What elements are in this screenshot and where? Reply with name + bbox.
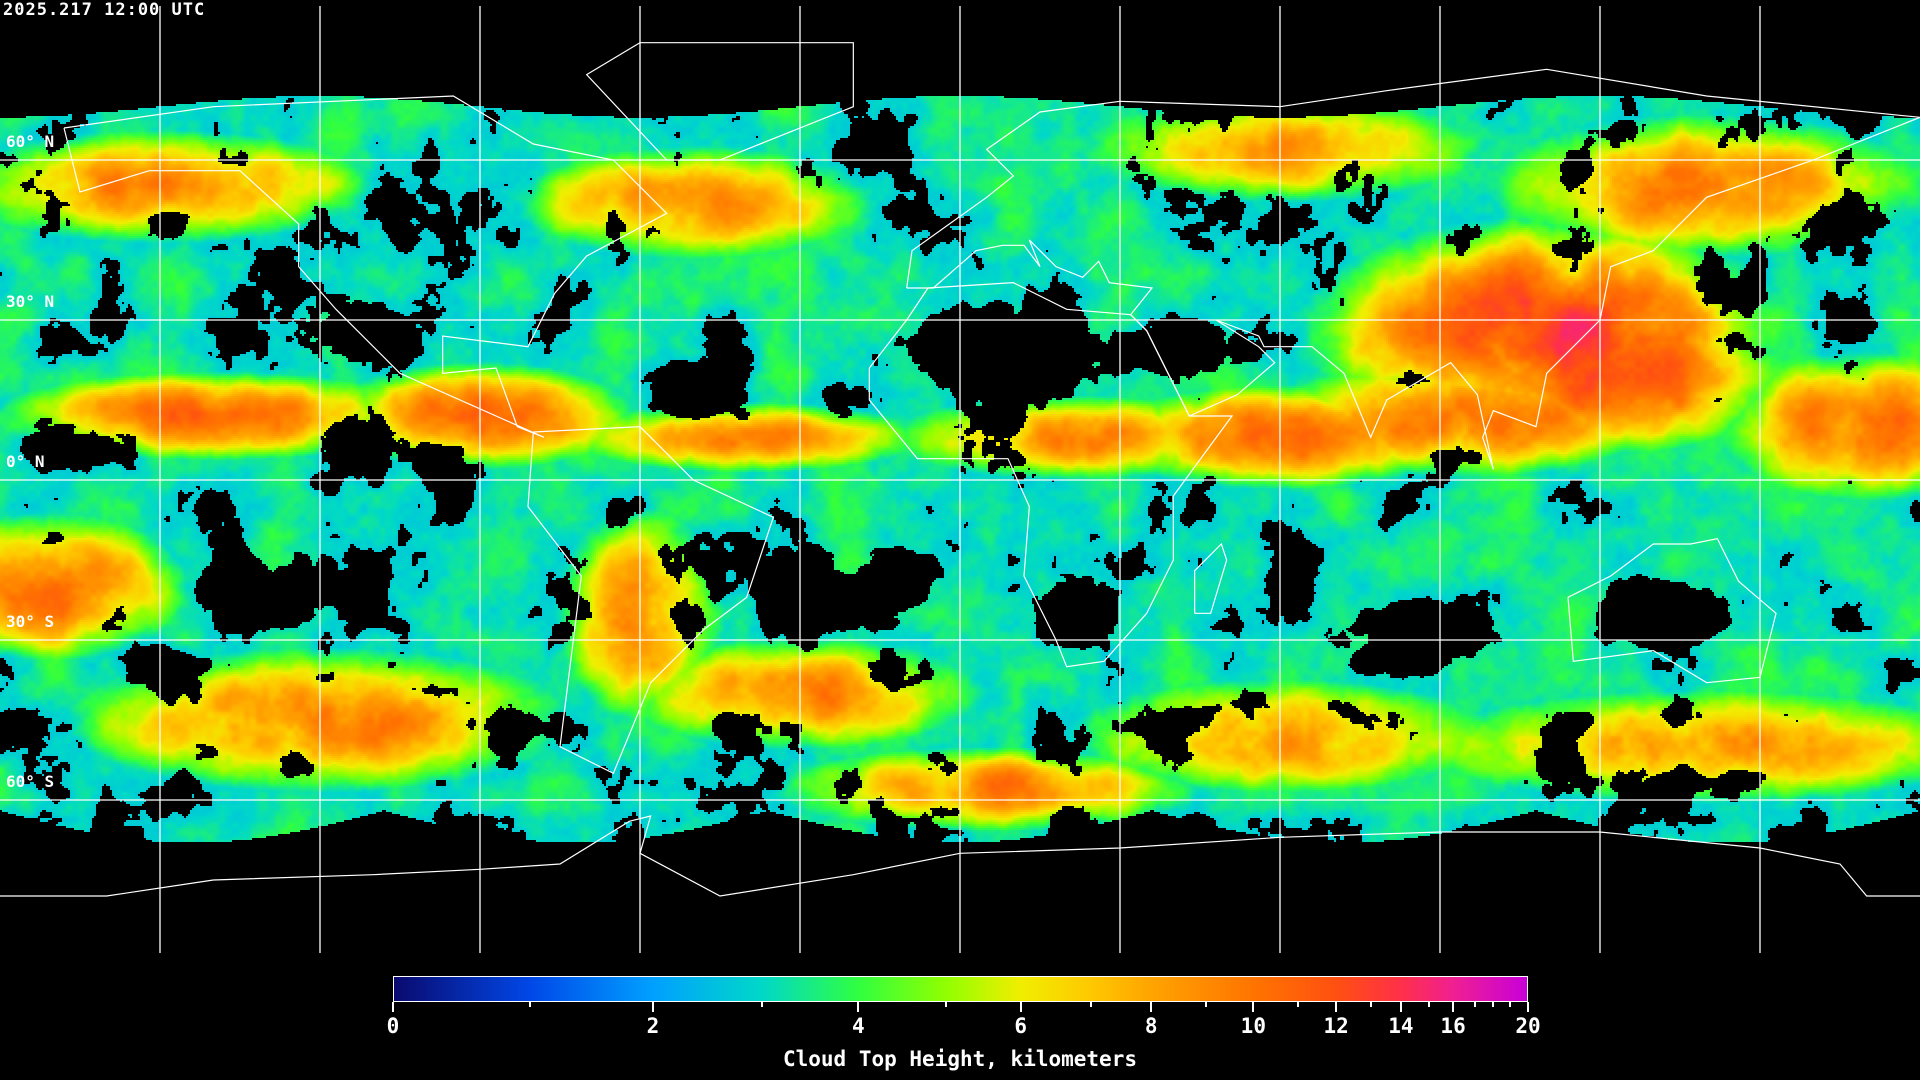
lat-label-60s: 60° S [6,772,55,791]
colorbar-tick-label: 16 [1440,1014,1466,1038]
lat-label-30n: 30° N [6,292,55,311]
colorbar-minor-tick [1428,1002,1431,1007]
colorbar-minor-tick [944,1002,947,1007]
world-map: 2025.217 12:00 UTC 60° N 30° N 0° N 30° … [0,0,1920,960]
colorbar-major-tick [1335,1002,1338,1012]
colorbar-tick-label: 6 [1014,1014,1027,1038]
coastline-north-america [63,95,668,438]
colorbar-minor-tick [1296,1002,1299,1007]
coastline-greenland [585,42,854,161]
coastlines [0,42,1920,897]
colorbar-minor-tick [1204,1002,1207,1007]
coastline-south-america [527,426,775,775]
graticule [0,6,1920,953]
colorbar-major-tick [651,1002,654,1012]
colorbar-label: Cloud Top Height, kilometers [782,1047,1137,1071]
coastline-antarctica [0,815,1920,897]
colorbar-major-tick [1019,1002,1022,1012]
colorbar-minor-tick [1473,1002,1476,1007]
colorbar-tick-label: 10 [1240,1014,1266,1038]
coastline-eurasia [906,68,1920,470]
colorbar-major-tick [1399,1002,1402,1012]
colorbar-tick-label: 14 [1388,1014,1414,1038]
colorbar-major-tick [1150,1002,1153,1012]
colorbar-major-tick [1252,1002,1255,1012]
colorbar-ticks: 0 2 4 6 8 10 12 14 16 20 [387,1002,1541,1052]
colorbar-tick-label: 4 [852,1014,865,1038]
lat-label-0: 0° N [6,452,45,471]
colorbar-minor-tick [529,1002,532,1007]
colorbar-tick-label: 0 [386,1014,400,1038]
colorbar-tick-label: 8 [1144,1014,1158,1038]
colorbar-minor-tick [1370,1002,1373,1007]
colorbar [393,976,1528,1002]
colorbar-major-tick [857,1002,860,1012]
lat-label-30s: 30° S [6,612,55,631]
coastline-africa [868,282,1234,668]
colorbar-tick-label: 12 [1323,1014,1349,1038]
colorbar-minor-tick [760,1002,763,1007]
colorbar-major-tick [1527,1002,1529,1012]
colorbar-major-tick [1452,1002,1455,1012]
colorbar-tick-label: 2 [646,1014,660,1038]
coastline-australia [1567,537,1777,684]
map-overlay [0,6,1920,953]
lat-label-60n: 60° N [6,132,55,151]
colorbar-minor-tick [1491,1002,1494,1007]
colorbar-major-tick [392,1002,394,1012]
colorbar-tick-label: 20 [1515,1014,1541,1038]
timestamp: 2025.217 12:00 UTC [3,0,206,20]
colorbar-minor-tick [1090,1002,1093,1007]
colorbar-minor-tick [1508,1002,1511,1007]
coastline-madagascar [1194,542,1228,614]
